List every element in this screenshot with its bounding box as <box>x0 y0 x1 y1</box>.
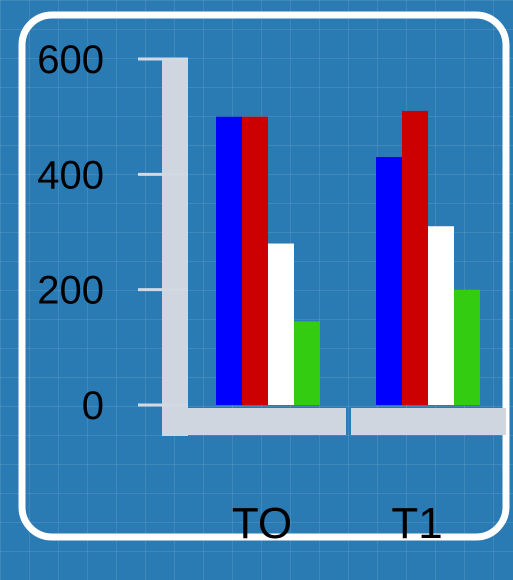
bar <box>428 226 454 405</box>
y-axis-wall <box>162 58 188 436</box>
bar <box>294 321 320 405</box>
y-axis-ticks: 600 400 200 0 <box>37 38 188 428</box>
bar <box>454 289 480 405</box>
y-tick-label: 600 <box>37 38 104 82</box>
x-category-label: T1 <box>391 499 442 548</box>
bar <box>242 116 268 406</box>
bars-group <box>216 110 480 406</box>
category-labels: TO T1 <box>232 499 443 548</box>
y-tick-label: 0 <box>82 384 104 428</box>
bar <box>376 157 402 405</box>
bar <box>268 243 294 405</box>
x-axis-floor-right <box>351 408 506 435</box>
x-axis-floor-left <box>188 408 346 435</box>
bar <box>216 116 242 406</box>
chart-frame <box>18 11 510 541</box>
y-tick-label: 400 <box>37 153 104 197</box>
y-tick-label: 200 <box>37 269 104 313</box>
x-category-label: TO <box>232 499 292 548</box>
bar <box>402 110 428 406</box>
